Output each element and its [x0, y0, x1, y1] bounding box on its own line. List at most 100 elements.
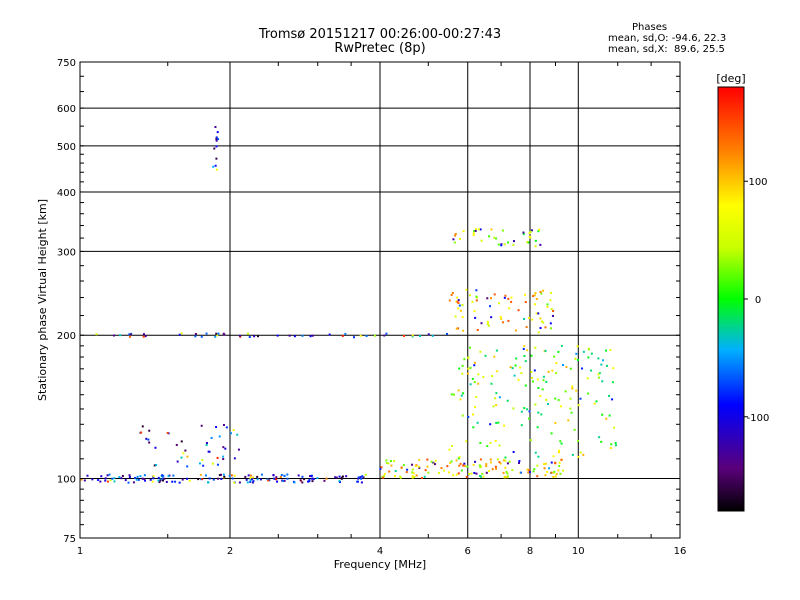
data-point	[546, 305, 549, 308]
data-point	[518, 461, 521, 464]
data-point	[468, 346, 471, 349]
data-point	[484, 354, 487, 357]
data-point	[83, 479, 86, 482]
data-point	[273, 477, 276, 480]
data-point	[137, 478, 140, 481]
data-point	[494, 397, 497, 400]
data-point	[495, 467, 498, 470]
data-point	[531, 318, 534, 321]
data-point	[128, 476, 131, 479]
data-point	[544, 349, 547, 352]
data-point	[415, 474, 418, 477]
data-point	[613, 426, 616, 429]
data-point	[399, 475, 402, 478]
data-point	[553, 470, 556, 473]
data-point	[529, 236, 532, 239]
data-point	[247, 474, 250, 477]
data-point	[533, 369, 536, 372]
data-point	[512, 407, 515, 410]
data-point	[539, 327, 542, 330]
data-point	[575, 352, 578, 355]
data-point	[411, 334, 414, 337]
data-point	[485, 463, 488, 466]
data-point	[547, 403, 550, 406]
data-point	[448, 448, 451, 451]
data-point	[598, 436, 601, 439]
data-point	[403, 334, 406, 337]
chart-subtitle: RwPretec (8p)	[334, 41, 426, 56]
data-point	[504, 456, 507, 459]
data-point	[600, 440, 603, 443]
data-point	[280, 474, 283, 477]
data-point	[338, 475, 341, 478]
data-point	[217, 463, 220, 466]
data-point	[475, 228, 478, 231]
data-point	[571, 453, 574, 456]
data-point	[412, 472, 415, 475]
data-point	[476, 328, 479, 331]
data-point	[557, 469, 560, 472]
data-point	[609, 348, 612, 351]
data-point	[611, 381, 614, 384]
data-point	[222, 473, 225, 476]
data-point	[238, 481, 241, 484]
data-point	[379, 467, 382, 470]
data-point	[467, 472, 470, 475]
data-point	[545, 398, 548, 401]
data-point	[544, 462, 547, 465]
data-point	[238, 334, 241, 337]
data-point	[457, 457, 460, 460]
data-point	[212, 165, 215, 168]
data-point	[276, 480, 279, 483]
data-point	[205, 442, 208, 445]
data-point	[558, 464, 561, 467]
y-tick-label: 100	[57, 475, 76, 486]
data-point	[381, 476, 384, 479]
data-point	[511, 367, 514, 370]
data-point	[524, 293, 527, 296]
data-point	[188, 479, 191, 482]
data-point	[523, 345, 526, 348]
data-point	[536, 464, 539, 467]
data-point	[552, 455, 555, 458]
data-point	[571, 387, 574, 390]
data-point	[473, 471, 476, 474]
data-point	[344, 332, 347, 335]
data-point	[526, 468, 529, 471]
data-point	[293, 335, 296, 338]
data-point	[541, 388, 544, 391]
data-point	[472, 413, 475, 416]
data-point	[430, 460, 433, 463]
data-point	[222, 446, 225, 449]
data-point	[538, 228, 541, 231]
data-point	[511, 469, 514, 472]
data-point	[466, 372, 469, 375]
data-point	[495, 392, 498, 395]
data-point	[450, 293, 453, 296]
data-point	[399, 476, 402, 479]
data-point	[338, 481, 341, 484]
data-point	[180, 456, 183, 459]
data-point	[498, 396, 501, 399]
data-point	[223, 475, 226, 478]
data-point	[386, 462, 389, 465]
data-point	[477, 373, 480, 376]
data-point	[560, 344, 563, 347]
data-point	[427, 471, 430, 474]
data-point	[489, 305, 492, 308]
data-point	[537, 411, 540, 414]
data-point	[222, 332, 225, 335]
data-point	[611, 398, 614, 401]
data-point	[612, 367, 615, 370]
data-point	[214, 335, 217, 338]
data-point	[215, 426, 218, 429]
data-point	[211, 462, 214, 465]
data-point	[474, 316, 477, 319]
data-point	[219, 473, 222, 476]
data-point	[598, 372, 601, 375]
data-point	[411, 468, 414, 471]
data-point	[231, 477, 234, 480]
data-point	[214, 164, 217, 167]
data-point	[562, 469, 565, 472]
data-point	[301, 481, 304, 484]
